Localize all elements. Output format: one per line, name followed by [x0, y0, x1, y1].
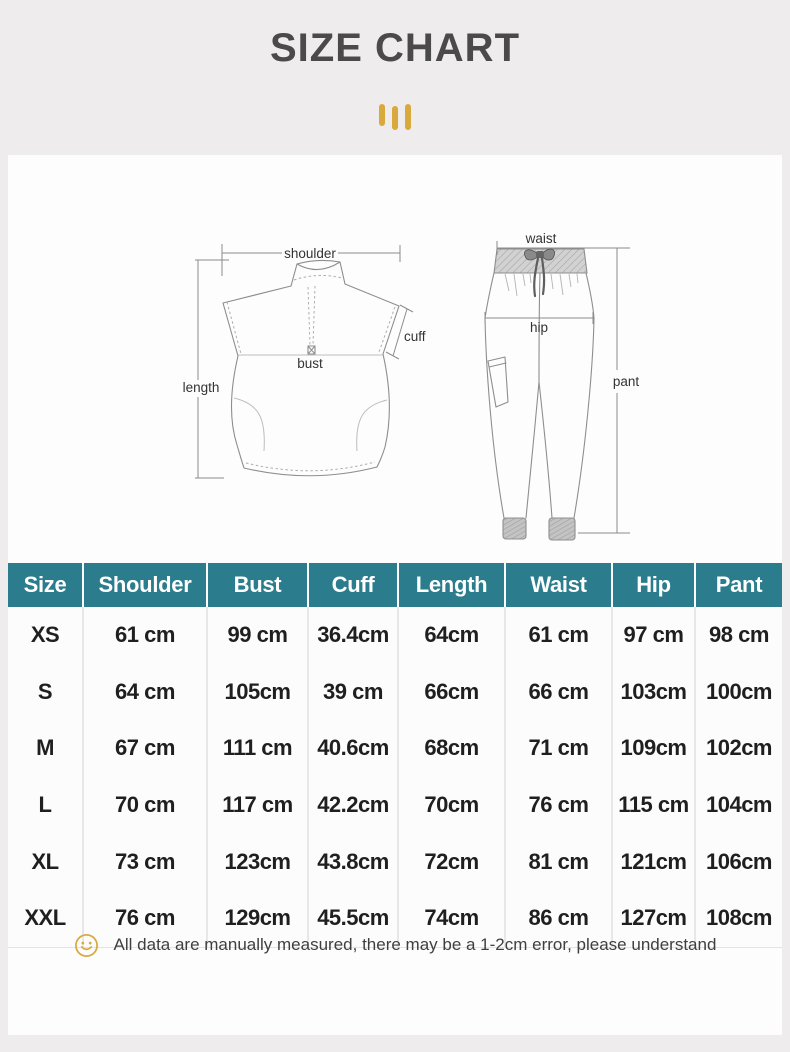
cell-shoulder: 76 cm [82, 889, 207, 948]
pant-label: pant [613, 374, 640, 389]
bust-label: bust [297, 356, 323, 371]
cell-hip: 127cm [611, 889, 695, 948]
cell-cuff: 43.8cm [307, 833, 398, 890]
length-label: length [183, 380, 220, 395]
table-row: XXL 76 cm 129cm 45.5cm 74cm 86 cm 127cm … [8, 889, 782, 948]
cell-length: 70cm [397, 776, 505, 834]
cell-waist: 76 cm [504, 776, 612, 834]
cell-size: L [8, 776, 83, 834]
cell-hip: 121cm [611, 833, 695, 890]
cell-hip: 103cm [611, 663, 695, 721]
table-header-row: Size Shoulder Bust Cuff Length Waist Hip… [8, 563, 782, 607]
cell-waist: 86 cm [504, 889, 612, 948]
cell-bust: 105cm [206, 663, 308, 721]
size-diagram: shoulder length bust cuff [183, 231, 640, 541]
cell-length: 72cm [397, 833, 505, 890]
cell-cuff: 45.5cm [307, 889, 398, 948]
table-row: XL 73 cm 123cm 43.8cm 72cm 81 cm 121cm 1… [8, 833, 782, 890]
top-measurement-lines [195, 244, 414, 479]
cell-hip: 97 cm [611, 607, 695, 664]
cell-cuff: 36.4cm [307, 607, 398, 664]
column-header-waist: Waist [504, 563, 612, 607]
cell-length: 64cm [397, 607, 505, 664]
cell-shoulder: 61 cm [82, 607, 207, 664]
column-header-length: Length [397, 563, 505, 607]
cell-shoulder: 67 cm [82, 720, 207, 777]
waist-label: waist [525, 231, 557, 246]
measurement-note: All data are manually measured, there ma… [8, 910, 782, 980]
cell-waist: 66 cm [504, 663, 612, 721]
cell-pant: 98 cm [694, 607, 782, 664]
cell-pant: 108cm [694, 889, 782, 948]
cell-cuff: 40.6cm [307, 720, 398, 777]
hip-label: hip [530, 320, 548, 335]
size-table: Size Shoulder Bust Cuff Length Waist Hip… [8, 563, 782, 948]
top-garment-illustration [222, 259, 400, 477]
cell-waist: 61 cm [504, 607, 612, 664]
cell-hip: 115 cm [611, 776, 695, 834]
table-row: L 70 cm 117 cm 42.2cm 70cm 76 cm 115 cm … [8, 776, 782, 834]
cell-cuff: 42.2cm [307, 776, 398, 834]
column-header-shoulder: Shoulder [82, 563, 207, 607]
cell-shoulder: 64 cm [82, 663, 207, 721]
accent-bar [392, 106, 398, 130]
shoulder-label: shoulder [284, 246, 336, 261]
cell-waist: 81 cm [504, 833, 612, 890]
smiley-icon [74, 933, 99, 958]
cell-cuff: 39 cm [307, 663, 398, 721]
cell-pant: 106cm [694, 833, 782, 890]
table-row: XS 61 cm 99 cm 36.4cm 64cm 61 cm 97 cm 9… [8, 607, 782, 664]
cell-shoulder: 73 cm [82, 833, 207, 890]
cell-hip: 109cm [611, 720, 695, 777]
cell-length: 66cm [397, 663, 505, 721]
cell-bust: 117 cm [206, 776, 308, 834]
cell-waist: 71 cm [504, 720, 612, 777]
column-header-size: Size [8, 563, 83, 607]
cell-length: 68cm [397, 720, 505, 777]
cell-pant: 102cm [694, 720, 782, 777]
cell-pant: 100cm [694, 663, 782, 721]
cell-bust: 123cm [206, 833, 308, 890]
accent-bar [405, 104, 411, 130]
pants-illustration [484, 248, 595, 541]
cell-size: XXL [8, 889, 83, 948]
cell-shoulder: 70 cm [82, 776, 207, 834]
cell-pant: 104cm [694, 776, 782, 834]
cell-bust: 99 cm [206, 607, 308, 664]
page-title: SIZE CHART [270, 26, 520, 70]
cell-length: 74cm [397, 889, 505, 948]
title-accent-bars [0, 103, 790, 130]
cell-bust: 111 cm [206, 720, 308, 777]
size-chart-card: shoulder length bust cuff [8, 155, 782, 1035]
cell-size: S [8, 663, 83, 721]
cell-size: XL [8, 833, 83, 890]
accent-bar [379, 104, 385, 126]
note-text: All data are manually measured, there ma… [113, 935, 717, 954]
cell-size: M [8, 720, 83, 777]
pants-measurement-lines [484, 241, 630, 534]
cuff-label: cuff [404, 329, 426, 344]
cell-size: XS [8, 607, 83, 664]
column-header-cuff: Cuff [307, 563, 398, 607]
cell-bust: 129cm [206, 889, 308, 948]
table-row: M 67 cm 111 cm 40.6cm 68cm 71 cm 109cm 1… [8, 720, 782, 777]
column-header-pant: Pant [694, 563, 782, 607]
column-header-bust: Bust [206, 563, 308, 607]
table-row: S 64 cm 105cm 39 cm 66cm 66 cm 103cm 100… [8, 663, 782, 721]
column-header-hip: Hip [611, 563, 695, 607]
